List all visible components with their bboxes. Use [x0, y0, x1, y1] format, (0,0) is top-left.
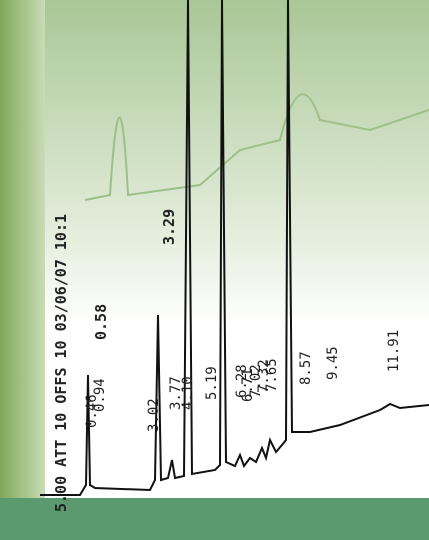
peak-label: 3.02 — [146, 398, 162, 432]
peak-label: 7.65 — [264, 358, 280, 392]
scene: 5.00 ATT 10 OFFS 10 03/06/07 10:1 0.58 3… — [0, 0, 429, 540]
peak-label: 5.19 — [204, 366, 220, 400]
grass — [0, 0, 45, 500]
peak-label: 9.45 — [325, 346, 341, 380]
peak-label: 0.94 — [92, 378, 108, 412]
side-label: 3.29 — [160, 209, 178, 245]
peak-label: 8.57 — [298, 351, 314, 385]
peak-label: 11.91 — [386, 330, 402, 372]
side-label: 0.58 — [92, 304, 110, 340]
header-text: 5.00 ATT 10 OFFS 10 03/06/07 10:1 — [52, 214, 70, 512]
peak-label: 4.10 — [180, 376, 196, 410]
page: 5.00 ATT 10 OFFS 10 03/06/07 10:1 0.58 3… — [0, 0, 429, 540]
